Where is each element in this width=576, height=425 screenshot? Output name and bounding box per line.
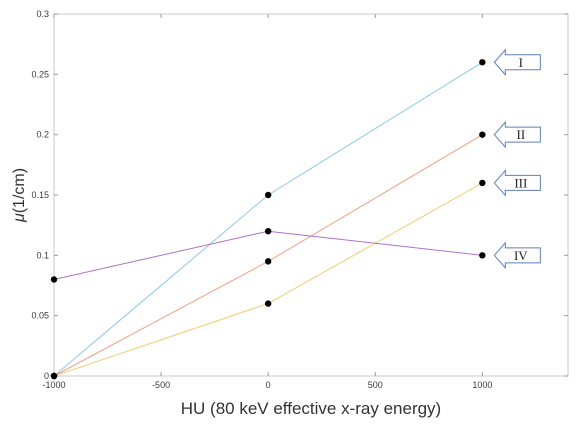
data-point-ii — [264, 258, 272, 265]
series-arrow-iii — [493, 169, 541, 197]
y-tick-label: 0 — [44, 371, 49, 381]
y-tick-label: 0.1 — [36, 250, 49, 260]
y-tick-label: 0.2 — [36, 130, 49, 140]
series-arrow-ii — [493, 120, 541, 149]
series-arrow-i — [493, 48, 541, 77]
y-axis-unit: (1/cm) — [11, 168, 28, 213]
x-tick-label: 1000 — [472, 380, 492, 390]
y-tick-label: 0.15 — [31, 190, 49, 200]
data-point-iv — [479, 252, 486, 259]
series-label-ii: II — [516, 127, 525, 142]
data-point-iii — [50, 372, 58, 380]
x-tick-label: -500 — [152, 380, 170, 390]
x-tick-label: 0 — [266, 380, 271, 390]
y-axis-symbol: μ — [11, 213, 28, 223]
y-axis-title: μ(1/cm) — [11, 168, 28, 223]
data-point-i — [479, 59, 486, 66]
data-point-ii — [479, 131, 486, 138]
series-label-iii: III — [514, 175, 527, 190]
y-tick-label: 0.05 — [31, 311, 49, 321]
series-label-iv: IV — [514, 248, 528, 263]
series-label-i: I — [519, 55, 523, 70]
plot-area — [53, 13, 569, 377]
x-tick-label: 500 — [368, 380, 383, 390]
data-point-iv — [264, 228, 272, 235]
data-point-i — [264, 191, 272, 199]
y-tick-label: 0.3 — [36, 9, 49, 19]
series-arrow-iv — [493, 241, 541, 270]
data-point-iv — [50, 276, 58, 283]
axis-ticks: -1000 -500 0 500 1000 0 0.05 0.1 0.15 0.2 0.25 0.3 — [31, 9, 568, 390]
x-axis-title: HU (80 keV effective x-ray energy) — [181, 399, 441, 418]
x-tick-label: -1000 — [42, 380, 65, 390]
data-point-iii — [479, 179, 486, 187]
y-tick-label: 0.25 — [31, 69, 49, 79]
data-points — [50, 59, 486, 380]
data-point-iii — [264, 300, 272, 307]
